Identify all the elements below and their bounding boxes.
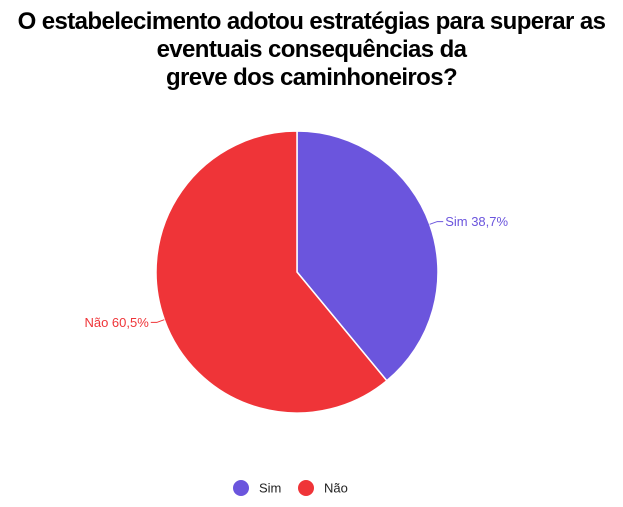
- slice-labels: Sim 38,7% Não 60,5%: [84, 214, 508, 330]
- chart-title-line-3: greve dos caminhoneiros?: [165, 64, 458, 91]
- chart-title-line-1: O estabelecimento adotou estratégias par…: [17, 8, 606, 35]
- pie-slices: [155, 130, 439, 414]
- chart-title: O estabelecimento adotou estratégias par…: [0, 8, 623, 92]
- slice-leader-lines: [150, 221, 444, 323]
- slice-label-nao: Não 60,5%: [84, 315, 149, 330]
- legend[interactable]: Sim Não: [233, 480, 348, 496]
- leader-line-sim: [429, 221, 444, 225]
- leader-line-nao: [150, 319, 165, 323]
- legend-label-nao[interactable]: Não: [324, 481, 348, 496]
- legend-label-sim[interactable]: Sim: [259, 481, 281, 496]
- chart-title-line-2: eventuais consequências da: [156, 36, 467, 63]
- pie-slice-sim[interactable]: [296, 130, 439, 382]
- legend-marker-sim[interactable]: [233, 480, 249, 496]
- pie-slice-nao[interactable]: [155, 130, 388, 414]
- legend-marker-nao[interactable]: [298, 480, 314, 496]
- slice-label-sim: Sim 38,7%: [445, 214, 508, 229]
